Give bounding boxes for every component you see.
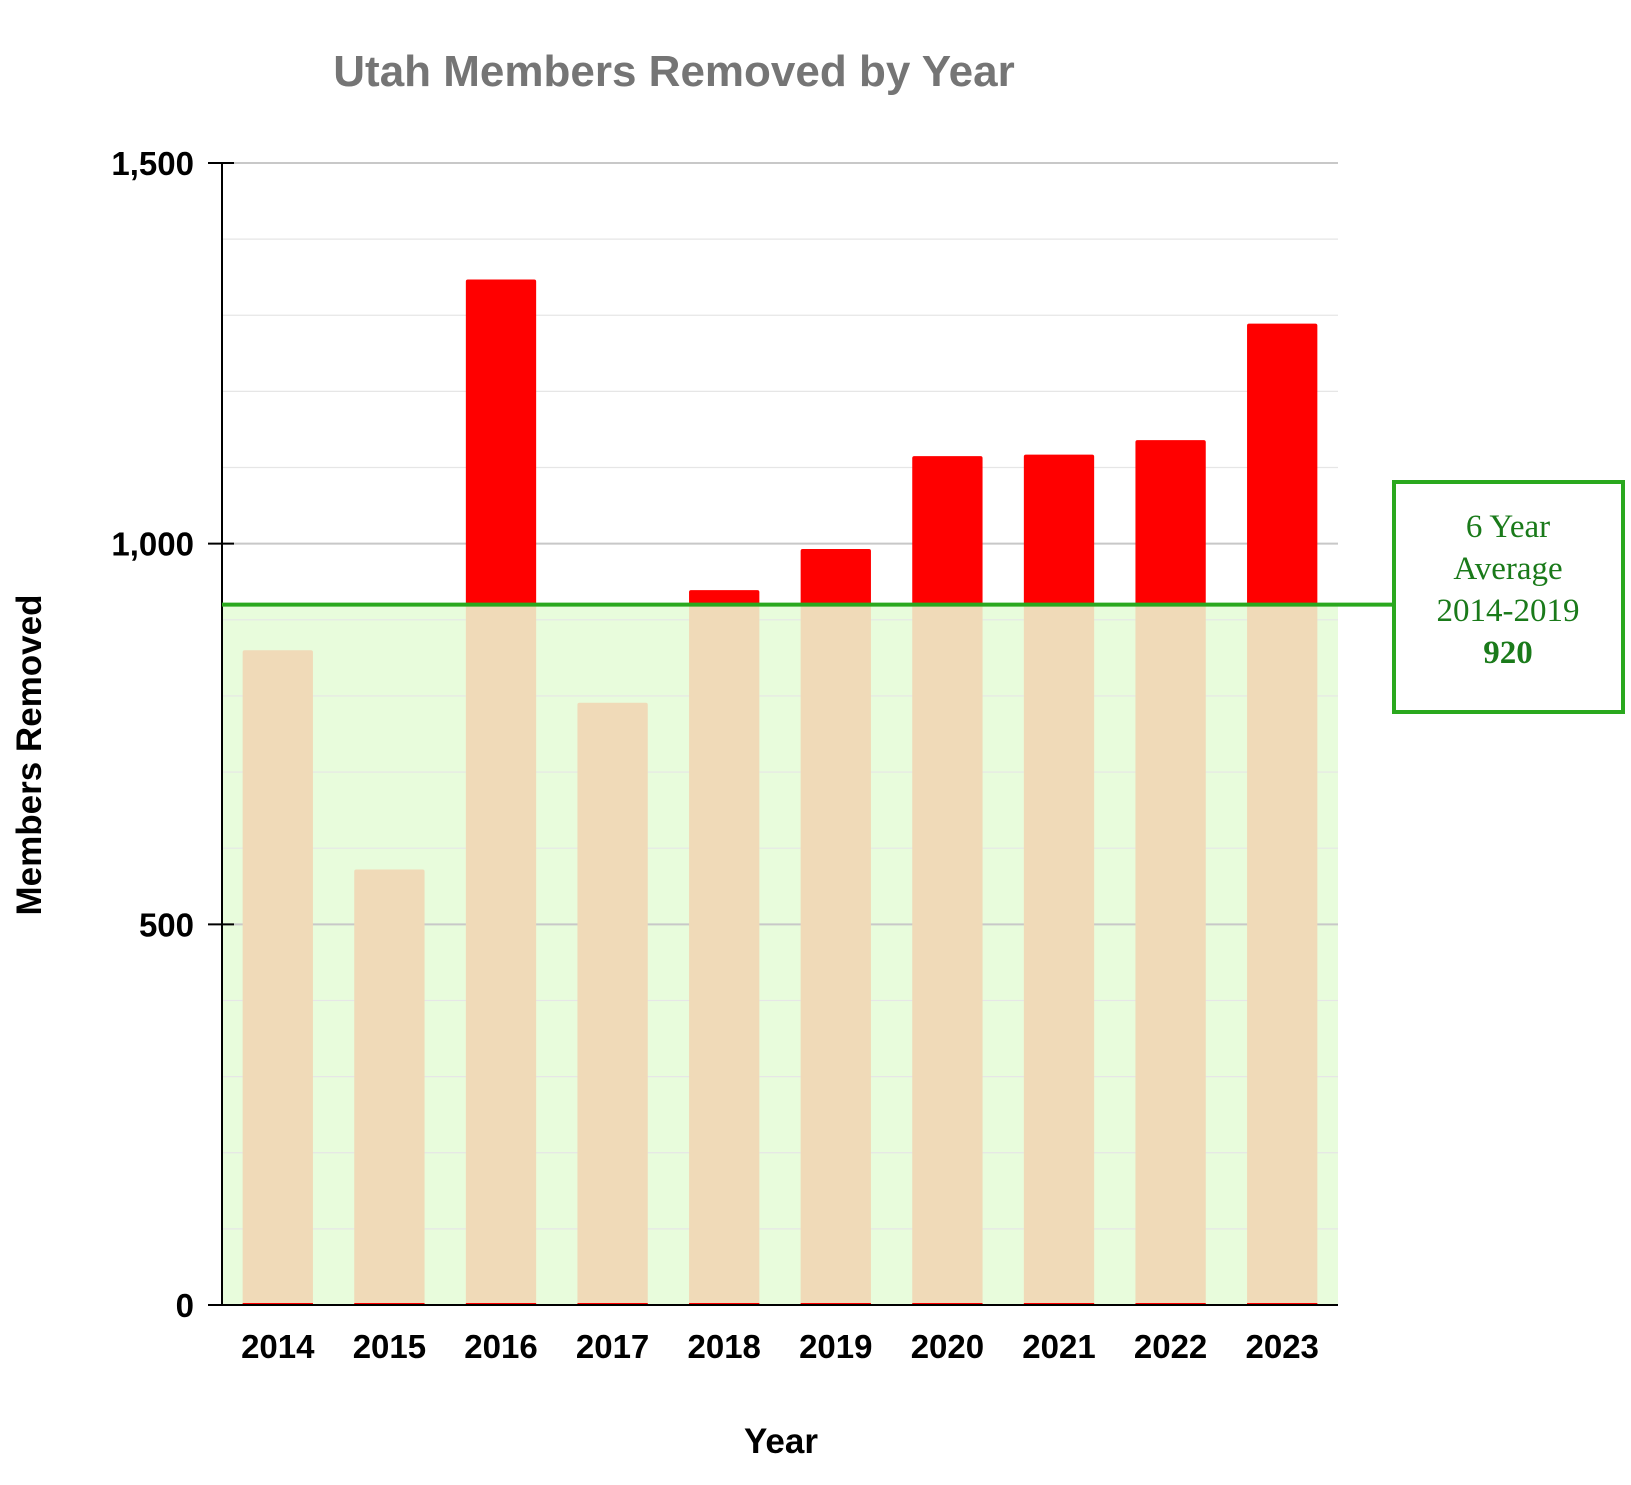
bar-below-average-2016 [465,604,537,1305]
bar-below-average-2014 [242,650,313,1305]
x-tick-label: 2019 [799,1328,872,1365]
bar-above-average-2021 [1023,454,1095,605]
bar-below-average-2021 [1023,604,1095,1305]
chart-title: Utah Members Removed by Year [333,47,1014,96]
x-tick-label: 2016 [464,1328,537,1365]
bar-above-average-2020 [912,456,983,605]
x-tick-label: 2014 [241,1328,315,1365]
average-label-line-2: Average [1453,551,1562,587]
bar-above-average-2019 [800,548,871,605]
bar-below-average-2015 [354,869,425,1305]
bar-below-average-2018 [689,604,760,1305]
bar-above-average-2023 [1247,323,1318,605]
bar-below-average-2019 [800,604,871,1305]
y-tick-label: 0 [176,1287,194,1324]
bar-below-average-2020 [912,604,983,1305]
bar-above-average-2018 [689,590,760,605]
x-axis-ticks: 2014 2015 2016 2017 2018 2019 2020 2021 2022 2023 [241,1328,1319,1365]
x-tick-label: 2015 [353,1328,426,1365]
average-label-line-1: 6 Year [1466,509,1550,545]
y-axis-title: Members Removed [10,595,49,916]
x-tick-label: 2017 [576,1328,649,1365]
bar-above-average-2016 [465,279,537,605]
bars [242,279,1318,1305]
bar-below-average-2023 [1247,604,1318,1305]
x-tick-label: 2022 [1134,1328,1207,1365]
y-tick-label: 1,000 [111,526,194,563]
bar-below-average-2017 [577,702,648,1305]
x-tick-label: 2018 [687,1328,760,1365]
y-tick-label: 1,500 [111,145,194,182]
average-callout: 6 Year Average 2014-2019 920 [1392,480,1625,714]
x-tick-label: 2021 [1022,1328,1095,1365]
y-tick-label: 500 [139,906,194,943]
x-tick-label: 2023 [1245,1328,1318,1365]
average-label-line-3: 2014-2019 [1437,593,1580,629]
y-axis-ticks: 0 500 1,000 1,500 [111,145,234,1324]
bar-above-average-2022 [1135,440,1206,605]
bar-below-average-2022 [1135,604,1206,1305]
x-tick-label: 2020 [911,1328,984,1365]
average-value-label: 920 [1483,635,1533,671]
average-box [1392,480,1625,714]
x-axis-title: Year [744,1422,818,1461]
